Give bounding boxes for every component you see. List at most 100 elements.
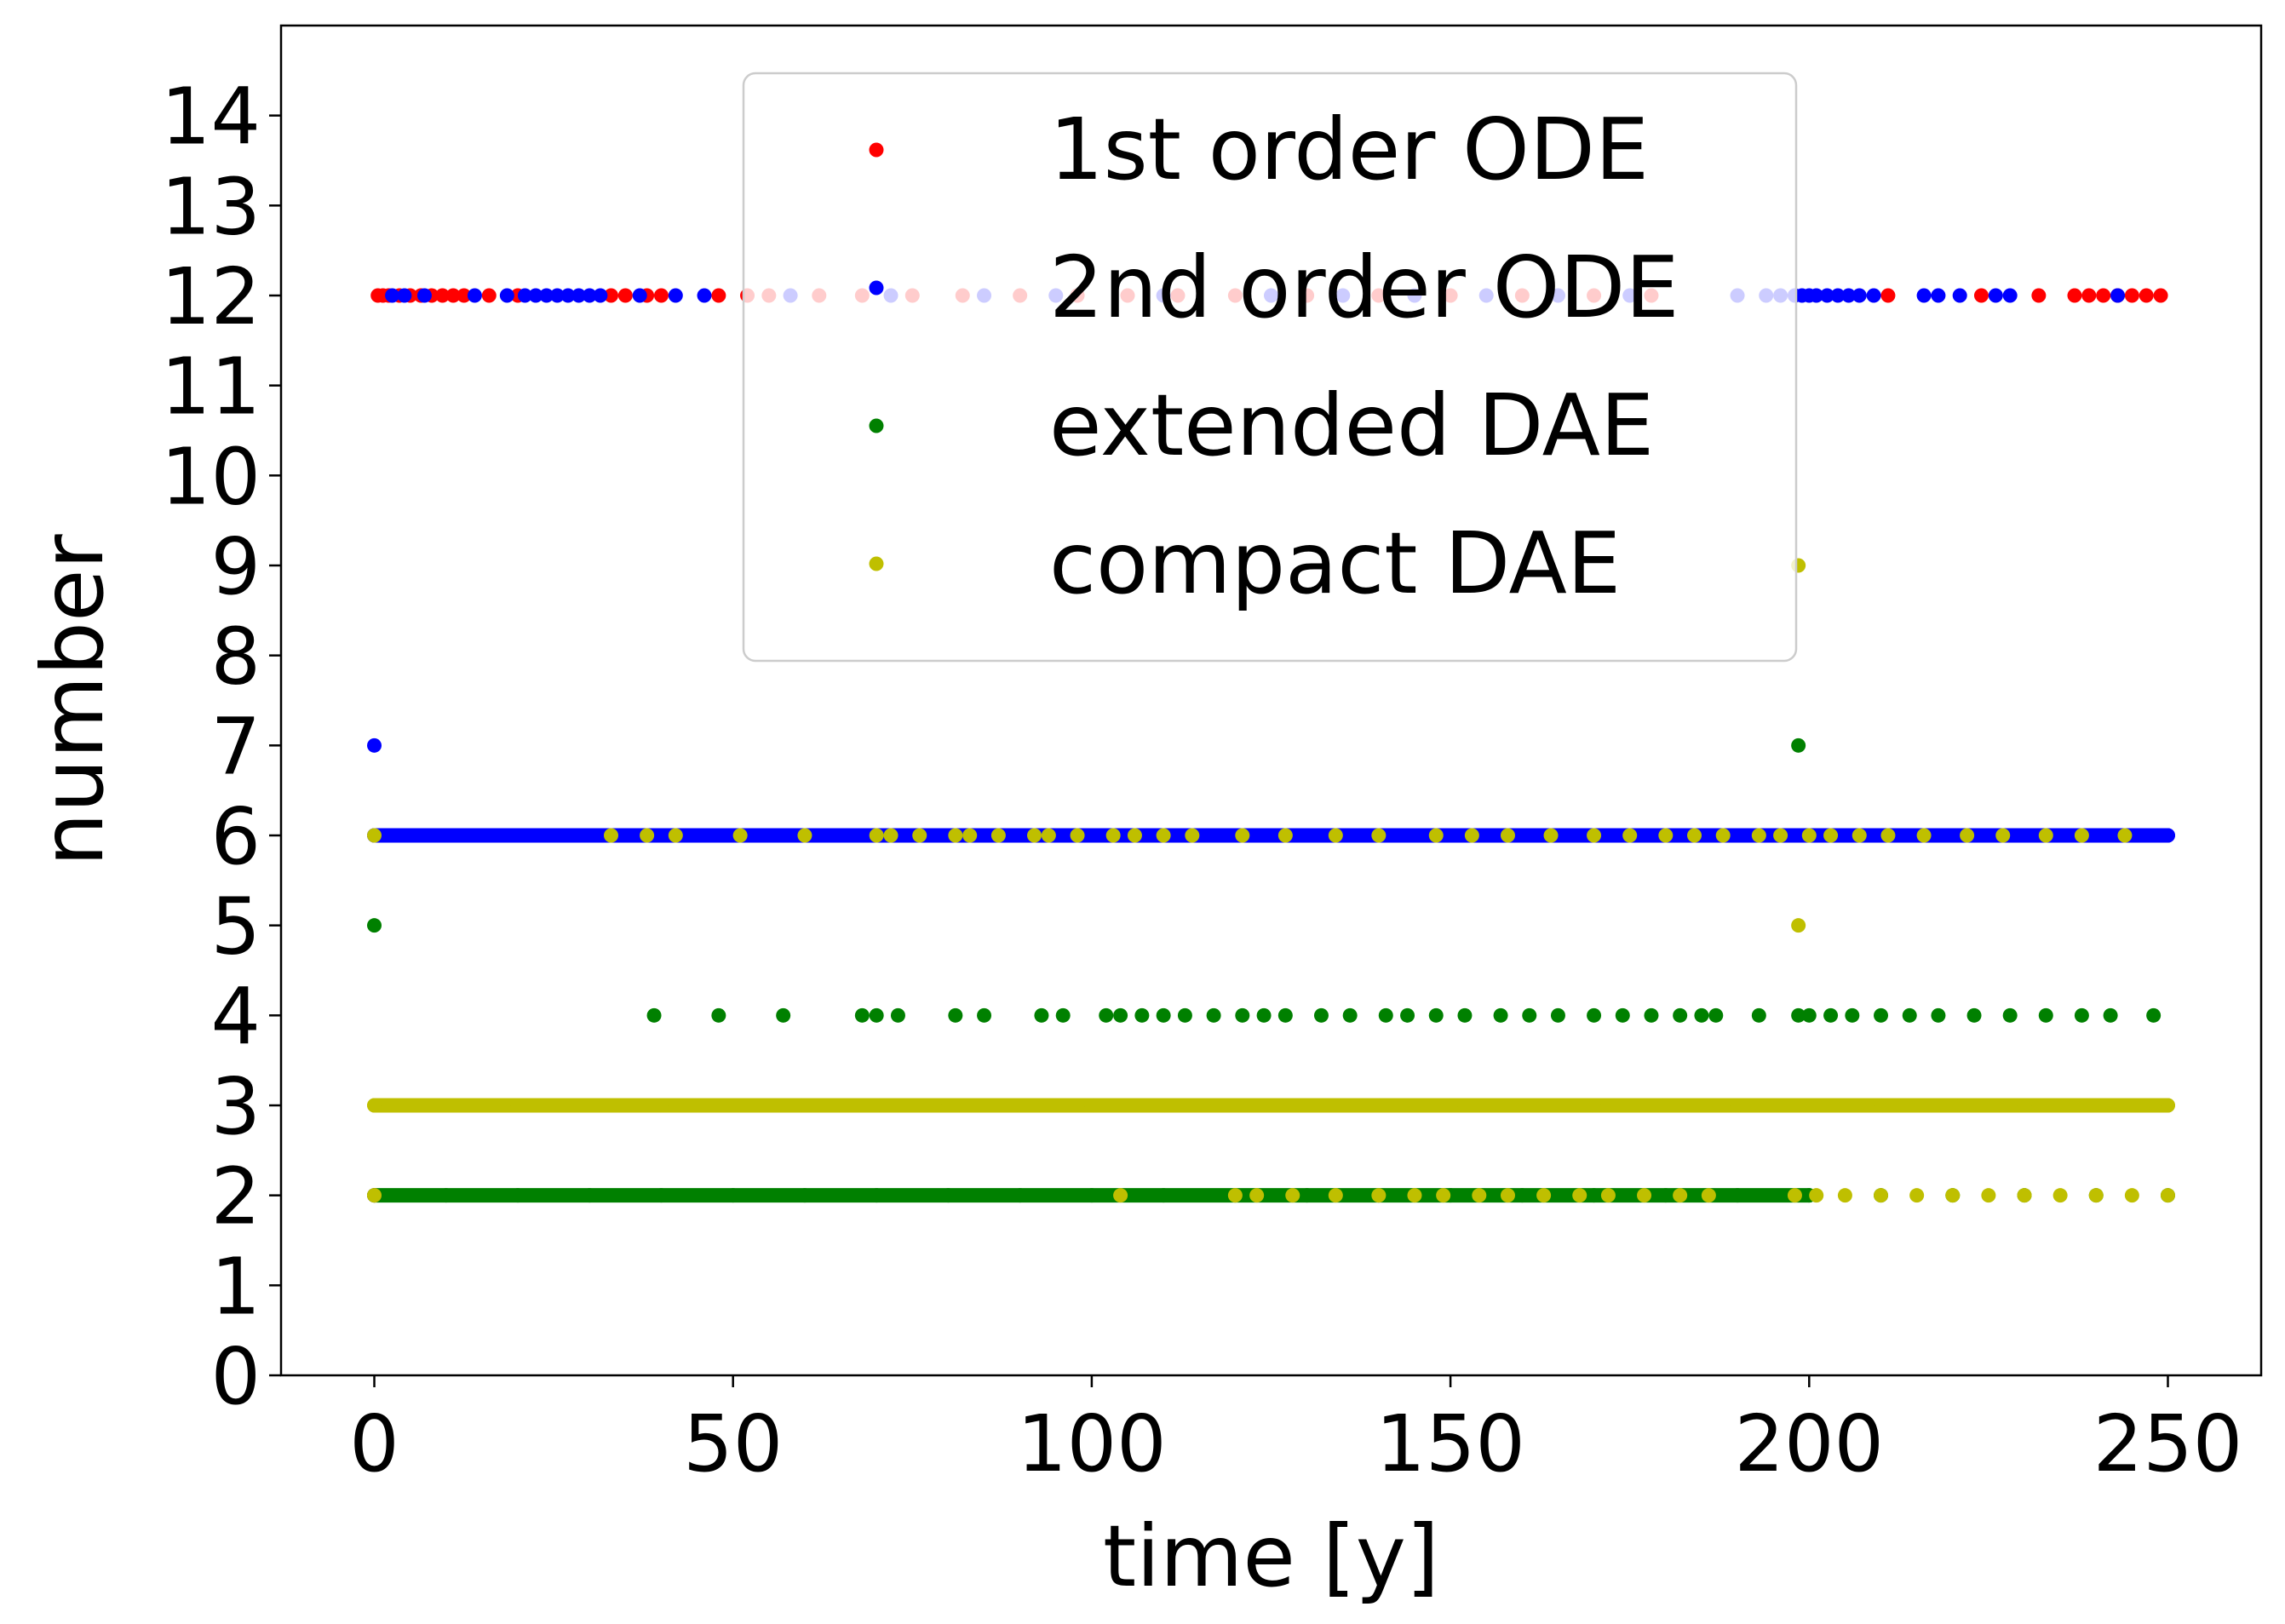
point-series2-37	[1791, 1007, 1806, 1023]
point-series0-7	[435, 288, 451, 303]
point-series3-34	[1751, 828, 1766, 843]
point-series3-67	[1874, 1098, 1889, 1113]
point-series2-34	[1694, 1007, 1709, 1023]
point-series2-66	[1514, 1188, 1530, 1203]
y-tick-label: 9	[210, 521, 261, 612]
point-series3-12	[962, 828, 978, 843]
point-series3-25	[1428, 828, 1444, 843]
point-series2-5	[854, 1007, 870, 1023]
point-series1-86	[1988, 288, 2003, 303]
point-series3-91	[1837, 1188, 1852, 1203]
point-series1-57	[632, 288, 647, 303]
point-series2-42	[1902, 1007, 1917, 1023]
point-series2-58	[940, 1188, 956, 1203]
point-series1-48	[499, 288, 514, 303]
point-series2-9	[977, 1007, 992, 1023]
point-series1-88	[2110, 288, 2126, 303]
y-tick-label: 8	[210, 611, 261, 703]
point-series3-54	[940, 1098, 956, 1113]
point-series3-53	[869, 1098, 884, 1113]
point-series1-9	[711, 828, 726, 843]
point-series3-42	[1995, 828, 2011, 843]
point-series1-26	[1443, 828, 1458, 843]
point-series1-16	[1013, 828, 1028, 843]
point-series1-3	[453, 828, 468, 843]
point-series3-74	[1227, 1188, 1243, 1203]
point-series2-12	[1099, 1007, 1114, 1023]
point-series3-61	[1443, 1098, 1458, 1113]
point-series3-68	[1945, 1098, 1961, 1113]
point-series3-33	[1715, 828, 1731, 843]
point-series3-70	[2088, 1098, 2104, 1113]
point-series3-19	[1156, 828, 1171, 843]
legend-label-2: extended DAE	[1049, 376, 1654, 475]
point-series2-60	[1084, 1188, 1099, 1203]
point-series3-71	[2160, 1098, 2175, 1113]
point-series2-18	[1235, 1007, 1250, 1023]
point-series3-46	[367, 1098, 382, 1113]
x-tick-label: 100	[1017, 1398, 1167, 1489]
point-series2-6	[869, 1007, 884, 1023]
point-series0-13	[617, 288, 633, 303]
point-series3-97	[2052, 1188, 2068, 1203]
point-series2-36	[1751, 1007, 1766, 1023]
point-series3-60	[1371, 1098, 1387, 1113]
point-series2-52	[510, 1188, 525, 1203]
point-series2-38	[1801, 1007, 1817, 1023]
point-series3-18	[1127, 828, 1142, 843]
point-series0-41	[2124, 288, 2139, 303]
point-series1-47	[467, 288, 482, 303]
point-series2-55	[726, 1188, 741, 1203]
point-series1-50	[528, 288, 543, 303]
point-series3-20	[1185, 828, 1200, 843]
point-series2-15	[1156, 1007, 1171, 1023]
point-series3-100	[2160, 1188, 2175, 1203]
point-series2-23	[1378, 1007, 1393, 1023]
point-series1-59	[697, 288, 712, 303]
point-series2-40	[1845, 1007, 1860, 1023]
point-series2-17	[1206, 1007, 1221, 1023]
point-series2-21	[1313, 1007, 1329, 1023]
x-tick-label: 250	[2093, 1398, 2243, 1489]
point-series2-25	[1428, 1007, 1444, 1023]
point-series1-56	[593, 288, 608, 303]
point-series3-47	[439, 1098, 454, 1113]
point-series3-30	[1622, 828, 1638, 843]
point-series3-49	[582, 1098, 597, 1113]
point-series2-54	[653, 1188, 669, 1203]
point-series1-80	[1841, 288, 1857, 303]
y-tick-label: 0	[210, 1331, 261, 1422]
y-tick-label: 14	[161, 72, 261, 163]
point-series3-86	[1637, 1188, 1652, 1203]
point-series3-41	[1960, 828, 1975, 843]
y-tick-label: 11	[161, 341, 261, 433]
legend-marker-1	[869, 280, 884, 296]
point-series3-81	[1472, 1188, 1487, 1203]
point-series3-15	[1041, 828, 1056, 843]
point-series3-27	[1500, 828, 1515, 843]
point-series0-42	[2139, 288, 2154, 303]
point-series3-23	[1328, 828, 1343, 843]
point-series3-31	[1658, 828, 1674, 843]
point-series0-43	[2153, 288, 2168, 303]
point-series3-57	[1156, 1098, 1171, 1113]
point-series3-58	[1227, 1098, 1243, 1113]
x-tick-label: 150	[1375, 1398, 1525, 1489]
y-tick-label: 12	[161, 251, 261, 342]
x-axis-ticks: 0 50 100 150 200 250	[349, 1375, 2242, 1489]
point-series3-28	[1543, 828, 1559, 843]
point-series3-50	[653, 1098, 669, 1113]
point-series1-79	[1830, 288, 1846, 303]
point-series1-53	[560, 288, 576, 303]
point-series3-64	[1658, 1098, 1674, 1113]
point-series3-22	[1277, 828, 1293, 843]
point-series1-10	[754, 828, 769, 843]
point-series3-99	[2124, 1188, 2139, 1203]
y-tick-label: 6	[210, 791, 261, 882]
point-series3-8	[869, 828, 884, 843]
data-points	[367, 288, 2175, 1203]
point-series1-23	[1313, 828, 1329, 843]
point-series2-32	[1644, 1007, 1659, 1023]
point-series3-85	[1600, 1188, 1616, 1203]
